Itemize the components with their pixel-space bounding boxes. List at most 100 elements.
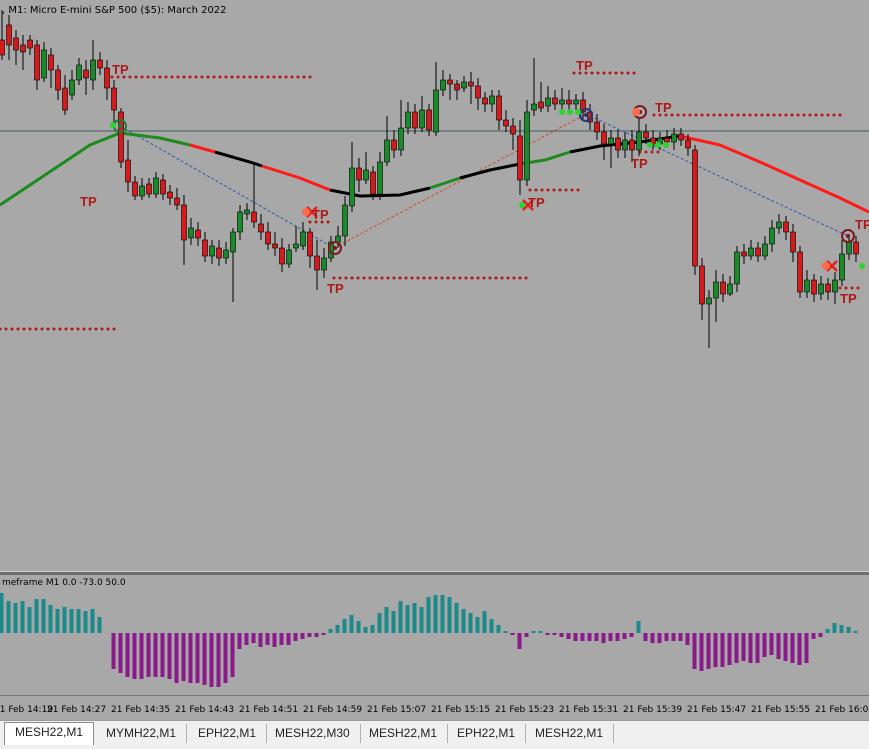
candle-body[interactable]: [27, 39, 33, 49]
candle-body[interactable]: [300, 231, 306, 247]
candle-body[interactable]: [398, 127, 404, 151]
candle-body[interactable]: [503, 119, 509, 127]
candle-body[interactable]: [531, 103, 537, 111]
candle-body[interactable]: [846, 241, 852, 255]
candle-body[interactable]: [608, 137, 614, 145]
candle-body[interactable]: [412, 111, 418, 129]
candle-body[interactable]: [97, 59, 103, 69]
candle-body[interactable]: [664, 137, 670, 143]
tab-mesh22-m1[interactable]: MESH22,M1: [4, 722, 95, 745]
candle-body[interactable]: [433, 89, 439, 133]
moving-average-line[interactable]: [189, 143, 216, 154]
candle-body[interactable]: [0, 39, 5, 56]
candle-body[interactable]: [832, 279, 838, 293]
entry-circle-marker[interactable]: [841, 229, 855, 243]
candle-body[interactable]: [692, 149, 698, 267]
candle-body[interactable]: [349, 167, 355, 207]
candle-body[interactable]: [419, 109, 425, 129]
candle-body[interactable]: [356, 167, 362, 181]
candle-body[interactable]: [713, 281, 719, 299]
candle-body[interactable]: [636, 131, 642, 151]
candle-body[interactable]: [734, 251, 740, 285]
candle-body[interactable]: [426, 109, 432, 131]
candle-body[interactable]: [272, 243, 278, 249]
main-chart-area[interactable]: TP TP TP TP TP TP TP TP TP TP , M1: Micro E-mini …: [0, 0, 869, 571]
candle-body[interactable]: [160, 179, 166, 195]
candle-body[interactable]: [594, 121, 600, 133]
candle-body[interactable]: [482, 97, 488, 105]
candle-body[interactable]: [237, 211, 243, 233]
candle-body[interactable]: [20, 44, 26, 53]
candle-body[interactable]: [650, 137, 656, 145]
candle-body[interactable]: [153, 177, 159, 195]
candle-body[interactable]: [118, 111, 124, 163]
candle-body[interactable]: [90, 59, 96, 81]
candle-body[interactable]: [76, 64, 82, 81]
candle-body[interactable]: [762, 243, 768, 257]
candle-body[interactable]: [804, 279, 810, 293]
moving-average-line[interactable]: [261, 164, 331, 192]
moving-average-line[interactable]: [459, 162, 521, 180]
candle-body[interactable]: [538, 101, 544, 109]
candle-body[interactable]: [622, 139, 628, 151]
moving-average-line[interactable]: [119, 131, 191, 147]
candle-body[interactable]: [748, 247, 754, 257]
candle-body[interactable]: [440, 79, 446, 91]
tab-eph22-m1-2[interactable]: EPH22,M1: [447, 724, 527, 743]
candle-body[interactable]: [825, 283, 831, 293]
candle-body[interactable]: [699, 265, 705, 305]
candle-body[interactable]: [314, 255, 320, 271]
candle-body[interactable]: [727, 283, 733, 295]
candle-body[interactable]: [342, 204, 348, 237]
candle-body[interactable]: [776, 221, 782, 229]
candle-body[interactable]: [741, 251, 747, 257]
candle-body[interactable]: [755, 247, 761, 257]
entry-circle-marker[interactable]: [579, 108, 593, 122]
candle-body[interactable]: [174, 197, 180, 206]
price-chart[interactable]: TP TP TP TP TP TP TP TP TP TP: [0, 0, 869, 571]
candle-body[interactable]: [13, 37, 19, 51]
candle-body[interactable]: [230, 231, 236, 253]
candle-body[interactable]: [286, 249, 292, 265]
candle-body[interactable]: [202, 239, 208, 257]
candle-body[interactable]: [391, 139, 397, 151]
candle-body[interactable]: [139, 185, 145, 197]
candle-body[interactable]: [55, 69, 61, 91]
candle-body[interactable]: [706, 297, 712, 305]
trend-line[interactable]: [589, 115, 849, 237]
moving-average-line[interactable]: [214, 150, 263, 168]
candle-body[interactable]: [384, 139, 390, 163]
candle-body[interactable]: [720, 281, 726, 295]
candle-body[interactable]: [377, 161, 383, 195]
candle-body[interactable]: [510, 125, 516, 135]
candle-body[interactable]: [195, 229, 201, 239]
candle-body[interactable]: [818, 283, 824, 295]
candle-body[interactable]: [524, 111, 530, 181]
oscillator-panel[interactable]: meframe M1 0.0 -73.0 50.0: [0, 575, 869, 695]
candle-body[interactable]: [790, 231, 796, 253]
candle-body[interactable]: [468, 81, 474, 87]
candle-body[interactable]: [48, 54, 54, 71]
candle-body[interactable]: [461, 81, 467, 89]
candle-body[interactable]: [223, 249, 229, 259]
candle-body[interactable]: [132, 181, 138, 197]
tab-eph22-m1[interactable]: EPH22,M1: [188, 724, 268, 743]
candle-body[interactable]: [34, 44, 40, 81]
candle-body[interactable]: [580, 99, 586, 113]
candle-body[interactable]: [335, 235, 341, 243]
panel-divider[interactable]: [0, 571, 869, 575]
candle-body[interactable]: [475, 85, 481, 99]
candle-body[interactable]: [41, 49, 47, 79]
candle-body[interactable]: [265, 231, 271, 245]
candle-body[interactable]: [188, 227, 194, 239]
candle-body[interactable]: [216, 247, 222, 259]
candle-body[interactable]: [489, 95, 495, 105]
candle-body[interactable]: [111, 87, 117, 111]
candle-body[interactable]: [370, 171, 376, 195]
candle-body[interactable]: [678, 133, 684, 141]
candle-body[interactable]: [615, 137, 621, 151]
candle-body[interactable]: [321, 257, 327, 271]
exit-x-marker[interactable]: [522, 199, 534, 211]
candle-body[interactable]: [629, 139, 635, 151]
candle-body[interactable]: [671, 133, 677, 143]
